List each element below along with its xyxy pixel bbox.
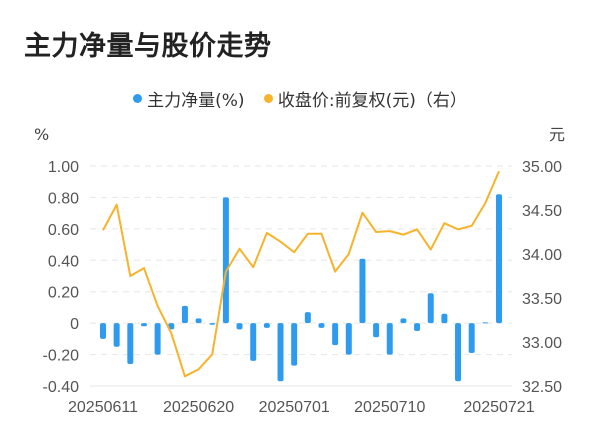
x-axis-tick: 20250611 <box>68 399 138 416</box>
bar-net-volume[interactable] <box>468 323 475 353</box>
bar-net-volume[interactable] <box>277 323 284 382</box>
bar-net-volume[interactable] <box>400 318 407 324</box>
right-axis-tick: 35.00 <box>522 159 562 176</box>
x-axis-tick: 20250721 <box>463 399 534 416</box>
left-axis-tick: 0.80 <box>48 190 79 207</box>
line-close-price[interactable] <box>102 170 500 378</box>
left-axis-tick: 0 <box>70 316 79 333</box>
left-axis-tick: 0.40 <box>48 253 79 270</box>
bar-net-volume[interactable] <box>455 323 462 382</box>
bar-net-volume[interactable] <box>291 323 298 366</box>
x-axis-tick: 20250710 <box>354 399 425 416</box>
legend-item-net-volume[interactable]: 主力净量(%) <box>133 86 245 111</box>
x-axis-tick: 20250701 <box>259 399 330 416</box>
bar-net-volume[interactable] <box>195 318 202 324</box>
bar-net-volume[interactable] <box>496 194 502 324</box>
bar-net-volume[interactable] <box>304 312 311 324</box>
bar-net-volume[interactable] <box>168 323 175 330</box>
left-axis-tick: -0.20 <box>43 348 80 365</box>
right-axis-tick: 33.50 <box>522 291 562 308</box>
legend-dot-blue-icon <box>133 94 143 103</box>
legend-label: 收盘价:前复权(元)（右） <box>277 91 467 111</box>
right-axis-unit: 元 <box>549 125 565 144</box>
bar-net-volume[interactable] <box>113 323 120 347</box>
left-axis-tick: 0.20 <box>48 285 79 302</box>
right-axis-tick: 33.00 <box>522 335 562 352</box>
legend-item-close-price[interactable]: 收盘价:前复权(元)（右） <box>263 86 467 111</box>
right-axis-tick: 32.50 <box>522 379 562 396</box>
bar-net-volume[interactable] <box>209 323 216 325</box>
legend-dot-orange-icon <box>263 94 273 103</box>
bar-net-volume[interactable] <box>154 323 161 355</box>
right-axis-tick: 34.00 <box>522 247 562 264</box>
x-axis-tick: 20250620 <box>163 399 234 416</box>
bar-net-volume[interactable] <box>386 323 393 355</box>
bar-net-volume[interactable] <box>236 323 243 330</box>
legend-label: 主力净量(%) <box>147 91 245 111</box>
right-axis-tick: 34.50 <box>522 203 562 220</box>
bar-net-volume[interactable] <box>373 323 380 338</box>
bar-net-volume[interactable] <box>332 323 339 346</box>
left-axis-tick: 0.60 <box>48 222 79 239</box>
bar-net-volume[interactable] <box>482 322 489 324</box>
bar-net-volume[interactable] <box>427 293 434 324</box>
bar-net-volume[interactable] <box>222 197 229 324</box>
bar-net-volume[interactable] <box>441 313 448 324</box>
bar-net-volume[interactable] <box>140 323 147 327</box>
bar-net-volume[interactable] <box>318 323 325 328</box>
bar-net-volume[interactable] <box>181 305 188 324</box>
left-axis-tick: 1.00 <box>48 159 79 176</box>
chart-title: 主力净量与股价走势 <box>24 31 272 62</box>
bar-net-volume[interactable] <box>100 323 106 339</box>
bar-net-volume[interactable] <box>127 323 134 364</box>
bar-net-volume[interactable] <box>359 258 366 324</box>
bar-net-volume[interactable] <box>263 323 270 328</box>
bar-net-volume[interactable] <box>414 323 421 331</box>
chart-legend: 主力净量(%) 收盘价:前复权(元)（右） <box>0 86 600 111</box>
left-axis-unit: % <box>34 125 49 144</box>
bar-net-volume[interactable] <box>250 323 257 361</box>
left-axis-tick: -0.40 <box>43 379 80 396</box>
bar-net-volume[interactable] <box>345 323 352 355</box>
